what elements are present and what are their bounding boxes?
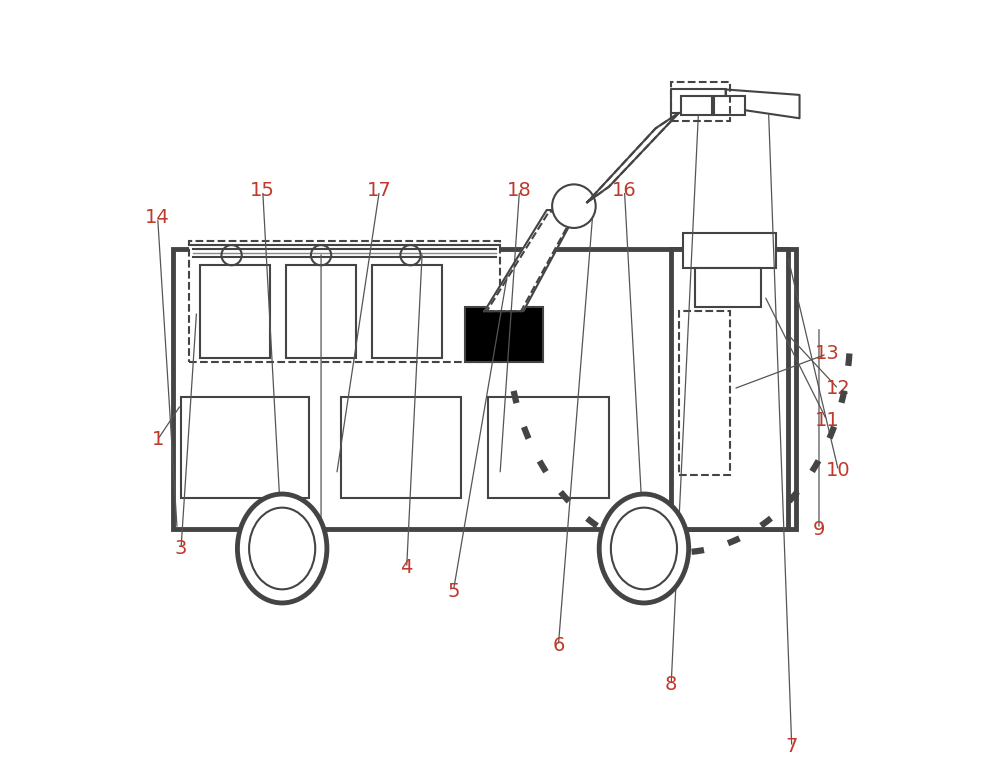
Polygon shape — [587, 113, 679, 202]
Bar — [372, 265, 442, 358]
Text: 13: 13 — [814, 345, 839, 363]
Bar — [683, 233, 776, 268]
Text: 18: 18 — [507, 181, 532, 200]
Bar — [465, 307, 543, 362]
Text: 10: 10 — [826, 461, 851, 480]
Text: 6: 6 — [552, 636, 565, 655]
Polygon shape — [671, 89, 726, 113]
Text: 8: 8 — [665, 675, 677, 694]
Text: 1: 1 — [151, 430, 164, 449]
Text: 3: 3 — [175, 539, 187, 558]
Text: 11: 11 — [814, 411, 839, 429]
Bar — [200, 265, 270, 358]
Bar — [694, 268, 761, 307]
Bar — [679, 311, 730, 475]
Text: 14: 14 — [145, 209, 170, 227]
Text: 7: 7 — [786, 738, 798, 756]
Text: 4: 4 — [400, 559, 413, 577]
Ellipse shape — [611, 508, 677, 590]
Ellipse shape — [599, 494, 689, 603]
Text: 16: 16 — [612, 181, 637, 200]
Text: 2: 2 — [315, 547, 327, 566]
Ellipse shape — [237, 494, 327, 603]
Bar — [671, 249, 788, 529]
Bar — [671, 82, 730, 121]
Ellipse shape — [249, 508, 315, 590]
Bar — [181, 397, 309, 498]
Text: 9: 9 — [813, 520, 825, 538]
Polygon shape — [726, 89, 800, 118]
Bar — [714, 96, 745, 115]
Bar — [681, 96, 712, 115]
Text: 17: 17 — [367, 181, 392, 200]
Text: 15: 15 — [250, 181, 275, 200]
Bar — [173, 249, 796, 529]
Circle shape — [552, 184, 596, 228]
Text: 12: 12 — [826, 380, 851, 398]
Bar — [189, 241, 500, 362]
Polygon shape — [484, 210, 578, 311]
Bar — [286, 265, 356, 358]
Text: 5: 5 — [447, 582, 460, 601]
Bar — [341, 397, 461, 498]
Bar — [488, 397, 609, 498]
